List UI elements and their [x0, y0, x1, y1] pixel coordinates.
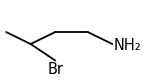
- Text: Br: Br: [47, 62, 63, 77]
- Text: NH₂: NH₂: [114, 38, 141, 53]
